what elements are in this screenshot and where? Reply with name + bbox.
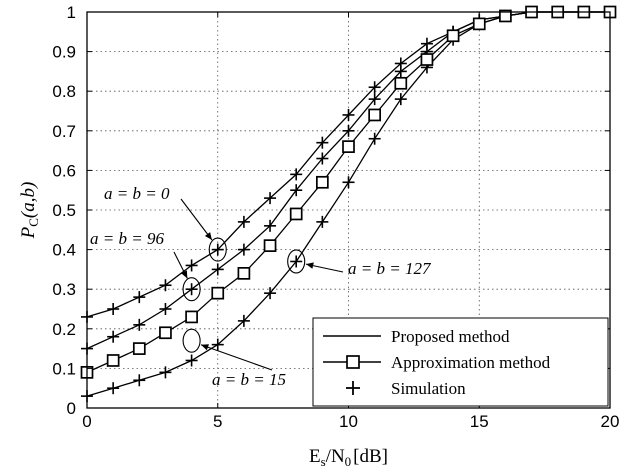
annotation-arrowhead xyxy=(306,262,314,269)
simulation-marker xyxy=(211,263,224,276)
approximation-marker xyxy=(394,76,408,90)
annotation-label: a = b = 0 xyxy=(104,184,170,203)
simulation-marker xyxy=(185,259,198,272)
approximation-marker xyxy=(446,29,460,43)
y-tick-label: 0.7 xyxy=(52,122,76,141)
simulation-marker xyxy=(368,81,381,94)
y-tick-label: 0.3 xyxy=(52,280,76,299)
axis-ticks: 0 5 10 15 20 0 0.1 0.2 0.3 0.4 0.5 0.6 0.7 0.8 0.9 1 xyxy=(52,3,619,431)
simulation-marker xyxy=(237,215,250,228)
annotations: a = b = 0 a = b = 96 a = b = 127 a = b = 15 xyxy=(90,184,432,389)
simulation-marker xyxy=(107,382,120,395)
y-tick-label: 0.2 xyxy=(52,320,76,339)
x-tick-label: 20 xyxy=(601,412,620,431)
approximation-marker xyxy=(263,239,277,252)
simulation-marker xyxy=(264,192,277,205)
simulation-marker xyxy=(264,287,277,300)
simulation-marker xyxy=(237,243,250,256)
approximation-marker xyxy=(499,9,512,23)
annotation-arrow xyxy=(200,344,273,371)
annotation-ellipse xyxy=(208,237,227,262)
annotation-arrowhead xyxy=(181,270,188,279)
approximation-marker xyxy=(211,286,225,300)
y-tick-label: 0 xyxy=(67,399,76,418)
simulation-marker xyxy=(316,136,329,149)
simulation-marker xyxy=(290,168,303,181)
simulation-marker xyxy=(211,243,224,256)
approximation-marker xyxy=(132,342,146,355)
legend-item: Approximation method xyxy=(323,353,551,372)
legend-item: Simulation xyxy=(346,379,466,398)
simulation-marker xyxy=(368,132,381,145)
y-tick-label: 0.1 xyxy=(52,359,76,378)
approximation-marker xyxy=(289,207,303,221)
approximation-marker xyxy=(106,354,120,367)
x-tick-label: 0 xyxy=(82,412,91,431)
y-tick-label: 0.6 xyxy=(52,161,76,180)
simulation-marker xyxy=(316,215,329,228)
annotation-ellipse xyxy=(182,328,201,353)
simulation-marker xyxy=(107,303,120,315)
simulation-marker xyxy=(133,291,146,304)
annotation-arrowhead xyxy=(201,344,209,351)
legend-square-swatch xyxy=(346,355,360,369)
approximation-marker xyxy=(316,175,329,189)
x-tick-label: 5 xyxy=(213,412,222,431)
y-tick-label: 0.5 xyxy=(52,201,76,220)
simulation-marker xyxy=(342,108,355,121)
x-tick-label: 15 xyxy=(470,412,489,431)
simulation-marker xyxy=(159,303,172,315)
annotation-label: a = b = 96 xyxy=(90,229,164,248)
simulation-marker xyxy=(342,176,355,189)
annotation-label: a = b = 127 xyxy=(348,259,432,278)
simulation-marker xyxy=(211,338,224,351)
legend-item: Proposed method xyxy=(323,327,510,346)
simulation-marker xyxy=(394,93,407,106)
annotation-ellipse xyxy=(287,249,306,274)
simulation-marker xyxy=(185,354,198,367)
annotation-arrow xyxy=(180,198,213,241)
annotation-arrowhead xyxy=(204,232,212,240)
simulation-marker xyxy=(290,255,303,268)
legend-label: Proposed method xyxy=(391,327,510,346)
simulation-marker xyxy=(316,152,329,165)
approximation-marker xyxy=(237,267,251,280)
simulation-marker xyxy=(133,374,146,387)
simulation-marker xyxy=(133,318,146,331)
annotation-ellipse xyxy=(182,277,201,302)
approximation-marker xyxy=(368,108,381,122)
simulation-marker xyxy=(342,124,355,137)
x-axis-title: Es/N0 [dB] xyxy=(309,446,388,469)
legend-label: Approximation method xyxy=(391,353,551,372)
approximation-marker xyxy=(472,17,486,31)
y-tick-label: 0.8 xyxy=(52,82,76,101)
simulation-marker xyxy=(394,65,407,78)
x-tick-label: 10 xyxy=(339,412,358,431)
y-tick-label: 0.4 xyxy=(52,241,76,260)
approximation-marker xyxy=(185,310,198,324)
approximation-marker xyxy=(420,53,434,66)
annotation-label: a = b = 15 xyxy=(212,370,286,389)
approximation-marker xyxy=(342,140,355,153)
y-tick-label: 0.9 xyxy=(52,43,76,62)
simulation-marker xyxy=(107,330,120,343)
y-tick-label: 1 xyxy=(67,3,76,22)
approximation-marker xyxy=(159,326,172,340)
legend-label: Simulation xyxy=(391,379,466,398)
simulation-marker xyxy=(237,314,250,327)
simulation-marker xyxy=(159,366,172,379)
simulation-marker xyxy=(264,219,277,232)
y-axis-title: PC(a,b) xyxy=(18,182,41,240)
simulation-marker xyxy=(290,184,303,197)
simulation-marker xyxy=(368,93,381,106)
simulation-marker xyxy=(159,279,172,292)
simulation-marker xyxy=(185,283,198,296)
legend: Proposed method Approximation method Simul… xyxy=(312,317,609,407)
